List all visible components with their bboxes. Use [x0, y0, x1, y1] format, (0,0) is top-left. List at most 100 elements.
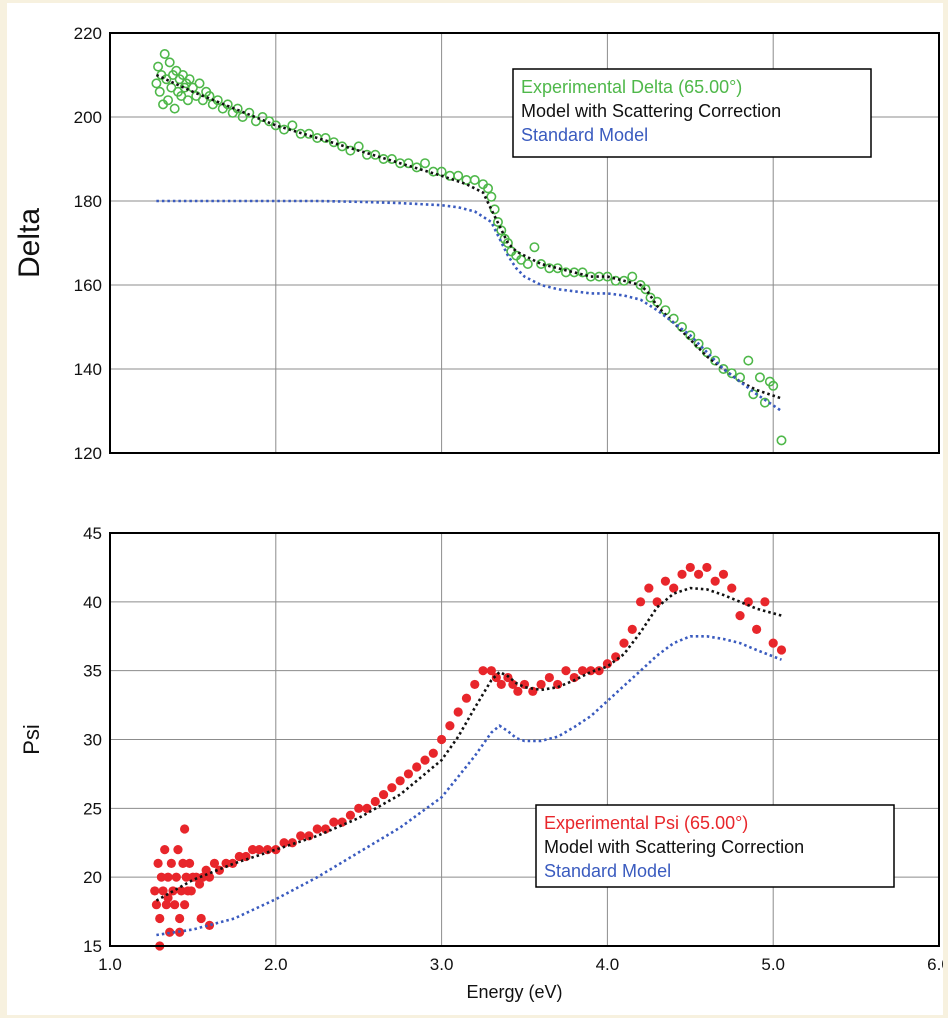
data-point [776, 435, 787, 446]
data-point [726, 368, 737, 379]
data-point [411, 162, 422, 173]
chart-delta: 120 140 160 180 200 220 Delta Experimental Delt… [13, 24, 940, 463]
data-point [247, 845, 258, 855]
y-tick-label: 160 [74, 276, 102, 295]
data-point [304, 831, 314, 841]
data-point [386, 154, 397, 165]
data-point [194, 879, 205, 889]
data-point [345, 810, 356, 820]
legend-entry: Model with Scattering Correction [544, 837, 804, 857]
data-point [153, 61, 164, 72]
data-point [677, 569, 687, 579]
data-point [312, 824, 322, 834]
data-point [469, 175, 480, 186]
data-point [169, 103, 180, 114]
data-point [727, 583, 737, 593]
x-tick-label: 3.0 [430, 955, 454, 974]
chart-canvas: 120 140 160 180 200 220 Delta Experimental Delt… [13, 24, 943, 1002]
data-point [754, 372, 765, 383]
data-point [640, 284, 651, 295]
data-point [180, 824, 190, 834]
data-point [420, 755, 430, 765]
data-point [156, 872, 166, 882]
data-point [175, 913, 185, 924]
data-point [701, 347, 712, 358]
data-point [445, 721, 455, 731]
data-point [194, 78, 205, 89]
data-point [577, 267, 588, 278]
data-point [170, 900, 180, 910]
data-point [181, 872, 191, 882]
data-point [201, 865, 211, 875]
data-point [718, 363, 729, 374]
data-point [279, 838, 289, 848]
data-point [693, 569, 704, 579]
data-point [710, 576, 720, 586]
data-point [627, 624, 637, 634]
data-point [768, 380, 779, 391]
data-point [204, 91, 215, 102]
data-point [489, 204, 500, 215]
plot-frame-psi [109, 532, 940, 947]
data-point [453, 170, 464, 181]
y-tick-label: 20 [83, 868, 102, 887]
x-tick-label: 1.0 [98, 955, 122, 974]
data-point [155, 913, 165, 924]
data-point [577, 666, 588, 676]
y-tick-label: 220 [74, 24, 102, 43]
data-point [544, 672, 554, 683]
data-point [627, 271, 638, 282]
y-tick-label: 180 [74, 192, 102, 211]
data-point [320, 824, 331, 834]
y-tick-label: 140 [74, 360, 102, 379]
data-point [652, 597, 662, 607]
data-point [486, 191, 497, 202]
y-tick-label: 30 [83, 731, 102, 750]
data-point [345, 145, 356, 156]
data-point [176, 886, 186, 896]
data-point [513, 686, 523, 696]
data-point [461, 693, 472, 703]
data-point [150, 886, 160, 896]
data-point [154, 86, 165, 97]
data-point [486, 666, 496, 676]
data-point [204, 920, 215, 930]
data-point [478, 666, 488, 676]
data-point [166, 858, 176, 869]
data-point [151, 900, 162, 910]
data-point [619, 638, 629, 648]
legend-entry: Experimental Psi (65.00°) [544, 813, 748, 833]
data-point [171, 872, 181, 882]
data-point [209, 858, 220, 869]
data-point [693, 338, 704, 349]
data-point [536, 679, 546, 690]
data-point [159, 48, 170, 59]
data-point [370, 149, 381, 160]
y-tick-label: 200 [74, 108, 102, 127]
data-point [635, 597, 646, 607]
data-point [502, 238, 513, 249]
data-point [337, 817, 347, 827]
legend-psi: Experimental Psi (65.00°) Model with Scat… [535, 804, 895, 888]
data-point [660, 576, 671, 586]
data-point [182, 95, 193, 106]
data-point [196, 913, 206, 924]
data-point [743, 355, 754, 366]
data-point [491, 672, 501, 683]
series-group-delta [151, 48, 787, 446]
data-point [420, 158, 431, 169]
data-point [165, 927, 175, 937]
data-point [508, 679, 518, 690]
data-point [186, 886, 196, 896]
data-point [522, 258, 533, 269]
data-point [354, 803, 364, 813]
data-point [337, 141, 348, 152]
y-tick-label: 25 [83, 799, 102, 818]
data-point [760, 597, 770, 607]
x-tick-label: 5.0 [761, 955, 785, 974]
data-point [173, 845, 183, 855]
legend-box [535, 804, 895, 888]
data-point [594, 666, 604, 676]
data-point [718, 569, 729, 579]
x-tick-label: 2.0 [264, 955, 288, 974]
